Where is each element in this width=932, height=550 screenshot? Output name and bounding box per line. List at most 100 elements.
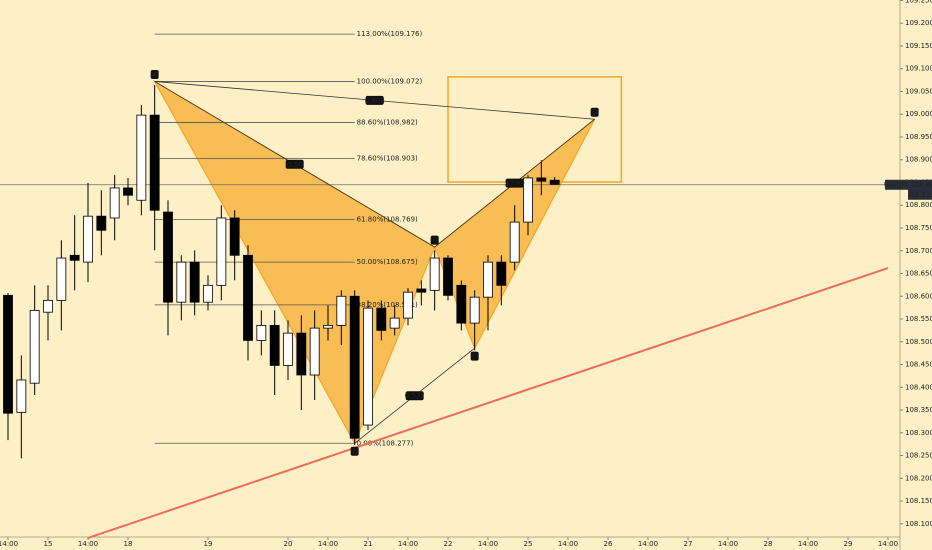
candle-body	[96, 215, 107, 231]
candle-body	[323, 324, 333, 329]
candle-body	[456, 284, 467, 324]
ratio-label: 0.888	[365, 97, 385, 105]
candle-body	[256, 324, 267, 341]
candle-body	[56, 257, 67, 301]
y-tick-label: 108.200	[905, 474, 932, 482]
point-label: A	[352, 448, 357, 456]
candle-body	[3, 294, 13, 414]
point-label: B	[432, 237, 437, 245]
y-tick-label: 108.600	[905, 292, 932, 300]
candle-body	[109, 187, 120, 219]
candle-body	[83, 215, 93, 263]
candle-body	[403, 291, 413, 319]
x-tick-label: 14:00	[878, 540, 898, 548]
point-label: D	[592, 109, 597, 117]
x-tick-label: 14:00	[78, 540, 98, 548]
y-tick-label: 108.500	[905, 338, 932, 346]
symbol-label: USDJPY	[884, 181, 910, 189]
y-tick-label: 109.150	[905, 42, 932, 50]
y-tick-label: 108.150	[905, 497, 932, 505]
x-tick-label: 20	[284, 540, 293, 548]
x-tick-label: 26	[604, 540, 613, 548]
candle-body	[523, 177, 533, 223]
y-tick-label: 108.700	[905, 247, 932, 255]
candle-body	[389, 317, 400, 329]
candle-body	[483, 261, 493, 298]
ratio-box	[285, 159, 304, 169]
candle-body	[549, 179, 560, 185]
candle-body	[296, 332, 307, 376]
point-box	[470, 351, 479, 361]
y-tick-label: 108.550	[905, 315, 932, 323]
candle-body	[216, 217, 227, 286]
x-tick-label: 14:00	[638, 540, 658, 548]
y-tick-label: 109.100	[905, 65, 932, 73]
point-box	[150, 69, 159, 79]
y-tick-label: 108.450	[905, 361, 932, 369]
candle-body	[43, 299, 53, 313]
candle-body	[429, 257, 440, 291]
y-tick-label: 109.050	[905, 87, 932, 95]
y-tick-label: 108.800	[905, 201, 932, 209]
candle-body	[16, 379, 27, 413]
last-price-box	[908, 179, 932, 200]
x-tick-label: 21	[364, 540, 373, 548]
y-tick-label: 109.000	[905, 110, 932, 118]
fib-label: 38.20%(108.581)	[357, 301, 418, 309]
point-box	[430, 235, 439, 245]
point-label: X	[152, 71, 157, 79]
candle-body	[243, 254, 253, 341]
fib-label: 88.60%(108.982)	[357, 118, 418, 126]
x-tick-label: 14:00	[0, 540, 18, 548]
y-tick-label: 108.300	[905, 429, 932, 437]
ratio-box	[405, 391, 424, 401]
candle-body	[69, 254, 80, 261]
timer-label: 02:22:09	[910, 191, 932, 199]
candle-body	[123, 187, 133, 196]
point-box	[590, 107, 599, 117]
candle-body	[283, 332, 293, 366]
candle-body	[29, 309, 40, 384]
fib-label: 0.00%(108.277)	[357, 439, 414, 447]
ratio-box	[505, 178, 524, 188]
ratio-box	[365, 95, 384, 105]
y-tick-label: 108.100	[905, 520, 932, 528]
y-tick-label: 108.950	[905, 133, 932, 141]
ratio-label: 0.54	[287, 161, 303, 169]
x-tick-label: 14:00	[558, 540, 578, 548]
fib-label: 113.00%(109.176)	[357, 30, 423, 38]
point-label: C	[472, 353, 477, 361]
fib-label: 50.00%(108.675)	[357, 258, 418, 266]
candle-body	[509, 221, 520, 263]
symbol-box	[885, 179, 908, 190]
x-tick-label: 14:00	[798, 540, 818, 548]
candle-body	[149, 114, 160, 211]
x-tick-label: 28	[764, 540, 773, 548]
candle-body	[443, 257, 453, 296]
x-tick-label: 15	[44, 540, 53, 548]
ratio-label: 0.537	[405, 392, 425, 400]
candle-body	[189, 261, 200, 303]
y-tick-label: 108.900	[905, 156, 932, 164]
x-tick-label: 22	[444, 540, 453, 548]
x-tick-label: 27	[684, 540, 693, 548]
target-zone	[447, 76, 623, 183]
x-tick-label: 14:00	[478, 540, 498, 548]
candle-body	[136, 114, 147, 201]
y-tick-label: 108.650	[905, 270, 932, 278]
x-tick-label: 19	[204, 540, 213, 548]
y-tick-label: 108.750	[905, 224, 932, 232]
candle-body	[309, 327, 320, 376]
ratio-label: 2.199	[505, 180, 525, 188]
x-tick-label: 14:00	[718, 540, 738, 548]
candle-body	[336, 295, 347, 326]
candle-body	[203, 284, 213, 303]
y-tick-label: 108.250	[905, 452, 932, 460]
y-tick-label: 108.350	[905, 406, 932, 414]
y-tick-label: 109.250	[905, 0, 932, 4]
fib-label: 100.00%(109.072)	[357, 77, 423, 85]
trendline	[87, 267, 889, 539]
candle-body	[229, 217, 240, 256]
candle-body	[536, 177, 547, 182]
